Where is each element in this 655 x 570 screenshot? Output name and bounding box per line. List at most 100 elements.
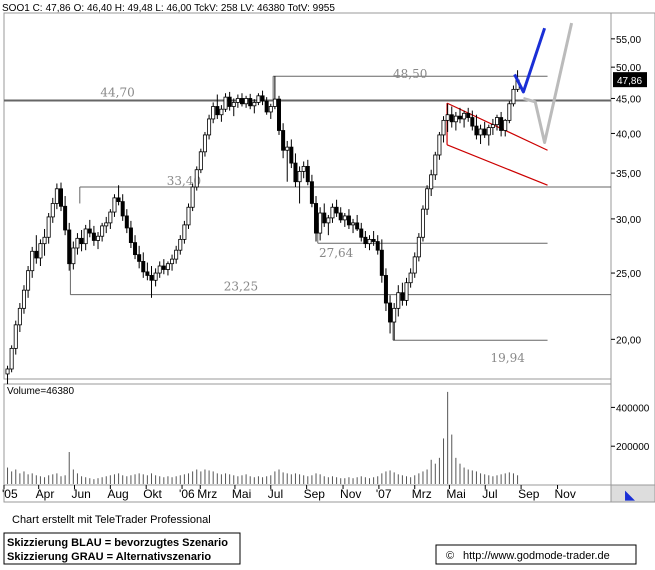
volume-tick-label: 200000 xyxy=(616,442,650,453)
candle-body xyxy=(256,95,261,103)
header-readout: SOO1 C: 47,86 O: 46,40 H: 49,48 L: 46,00 T… xyxy=(2,3,335,14)
candle-body xyxy=(178,238,183,251)
candle-body xyxy=(9,347,14,370)
price-tick-label: 25,00 xyxy=(616,269,641,280)
gray-scenario-path xyxy=(522,22,574,144)
last-price-badge-text: 47,86 xyxy=(617,76,642,87)
candle-body xyxy=(198,151,203,171)
candle-body xyxy=(141,261,146,273)
candle-body xyxy=(145,271,150,276)
candle-body xyxy=(211,106,216,120)
time-tick-label: Apr xyxy=(36,487,55,501)
candle-body xyxy=(174,249,179,260)
candle-body xyxy=(91,232,96,241)
candlestick-series xyxy=(5,70,520,385)
candle-body xyxy=(404,282,409,301)
candle-body xyxy=(219,108,224,116)
channel-line xyxy=(446,144,548,186)
candle-body xyxy=(239,98,244,105)
candle-body xyxy=(416,236,421,258)
time-tick-label: Jul xyxy=(482,487,497,501)
time-axis-ticks: '05 Apr Jun Aug Okt '06 Mrz Mai Jul Sep Nov '07 Mrz M… xyxy=(2,485,576,501)
candle-body xyxy=(437,134,442,156)
candle-body xyxy=(462,112,467,120)
candle-body xyxy=(96,235,101,241)
candle-body xyxy=(429,174,434,190)
level-label: 19,94 xyxy=(491,351,526,365)
blue-scenario-path xyxy=(513,27,547,94)
candle-body xyxy=(182,224,187,240)
candle-body xyxy=(13,324,18,349)
candle-body xyxy=(289,146,294,164)
candle-body xyxy=(297,171,302,183)
scale-corner-box[interactable] xyxy=(610,484,655,503)
candle-body xyxy=(194,169,199,188)
candle-body xyxy=(34,250,39,259)
time-tick-label: Jun xyxy=(72,487,91,501)
legend-gray-scenario: Skizzierung GRAU = Alternativszenario xyxy=(7,551,211,563)
candle-body xyxy=(79,237,84,245)
candle-body xyxy=(383,275,388,304)
candle-body xyxy=(305,165,310,183)
candle-body xyxy=(248,98,253,107)
scenario-sketches xyxy=(513,22,574,144)
time-tick-label: Mai xyxy=(446,487,465,501)
candle-body xyxy=(433,154,438,176)
candle-body xyxy=(375,241,380,251)
price-tick-label: 35,00 xyxy=(616,169,641,180)
website-box[interactable] xyxy=(435,544,637,565)
candle-body xyxy=(400,292,405,301)
candle-body xyxy=(412,256,417,274)
legend-blue-scenario: Skizzierung BLAU = bevorzugtes Szenario xyxy=(7,537,228,549)
candle-body xyxy=(231,102,236,107)
candle-body xyxy=(112,197,117,213)
price-tick-label: 45,00 xyxy=(616,94,641,105)
candle-body xyxy=(511,88,516,105)
candle-body xyxy=(408,272,413,284)
price-scale-column xyxy=(610,12,655,486)
price-tick-label: 40,00 xyxy=(616,129,641,140)
price-tick-label: 20,00 xyxy=(616,335,641,346)
candle-body xyxy=(293,162,298,183)
volume-bars xyxy=(7,391,519,484)
header-symbol: SOO1 C: xyxy=(2,3,43,14)
price-tick-label: 50,00 xyxy=(616,63,641,74)
level-label: 27,64 xyxy=(319,246,354,260)
time-tick-label: Okt xyxy=(143,487,162,501)
candle-body xyxy=(46,216,51,238)
website-link[interactable]: http://www.godmode-trader.de xyxy=(463,550,610,562)
price-tick-label: 30,00 xyxy=(616,215,641,226)
header-ohlc: O: 46,40 H: 49,48 L: 46,00 TckV: 258 LV:… xyxy=(74,3,336,14)
candle-body xyxy=(30,250,35,272)
candle-body xyxy=(75,237,80,249)
candle-body xyxy=(371,238,376,242)
time-tick-label: Mai xyxy=(232,487,251,501)
candle-body xyxy=(342,215,347,221)
candle-body xyxy=(252,102,257,107)
candle-body xyxy=(449,114,454,123)
candle-body xyxy=(490,124,495,128)
candle-body xyxy=(170,258,175,265)
candle-body xyxy=(235,98,240,103)
candle-body xyxy=(388,302,393,323)
candle-body xyxy=(124,215,129,229)
time-tick-label: Sep xyxy=(304,487,326,501)
time-tick-label: Sep xyxy=(518,487,540,501)
candle-body xyxy=(359,228,364,238)
candle-body xyxy=(223,96,228,110)
candle-body xyxy=(264,100,269,113)
candle-body xyxy=(318,212,323,234)
candle-body xyxy=(186,206,191,226)
candle-body xyxy=(38,243,43,259)
candle-body xyxy=(190,186,195,208)
candle-body xyxy=(71,247,76,265)
header-close: 47,86 xyxy=(46,3,71,14)
candle-body xyxy=(499,117,504,131)
candle-body xyxy=(17,307,22,326)
time-tick-label: '06 xyxy=(179,487,195,501)
candle-body xyxy=(392,307,397,323)
candle-body xyxy=(486,127,491,136)
teletrader-logo-icon: ◣ xyxy=(625,488,635,503)
